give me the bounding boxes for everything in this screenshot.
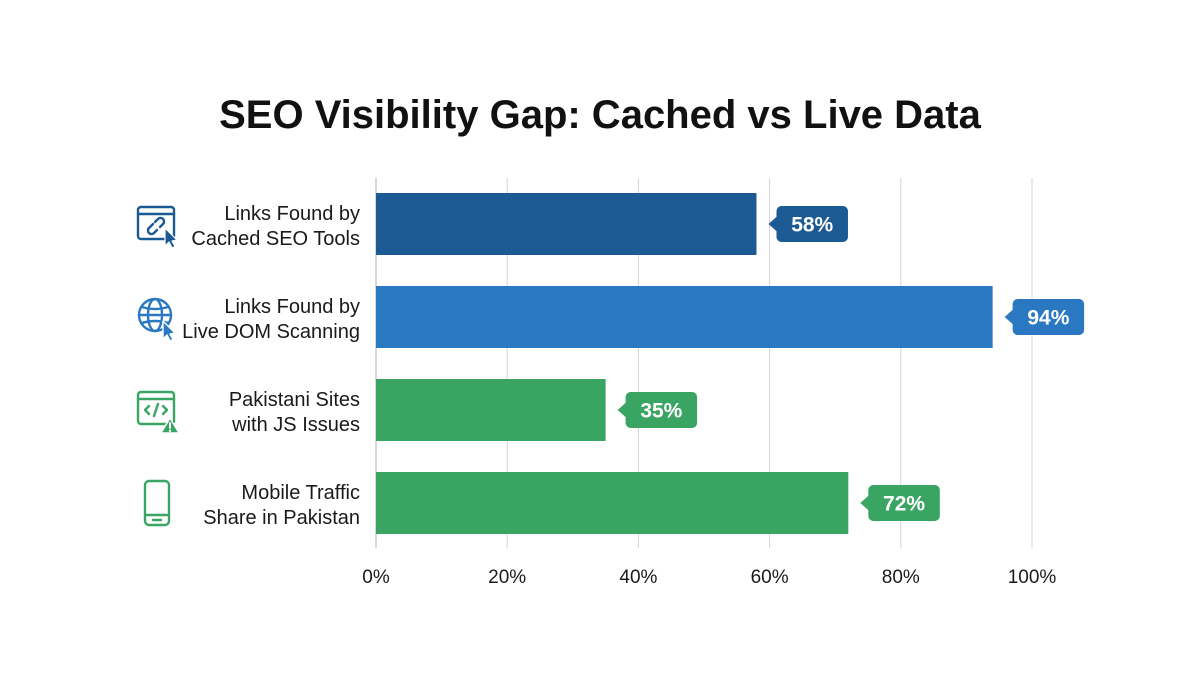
bars: 58% 94% 35% 72% [376,193,1085,534]
category-label-line2: Share in Pakistan [203,507,360,529]
category-labels: Links Found by Cached SEO Tools Links Foun… [182,203,360,529]
category-label-line1: Links Found by [224,203,360,225]
cursor-link-icon [136,205,178,249]
x-tick-label: 20% [488,567,526,588]
category-label-line2: Cached SEO Tools [191,228,360,250]
x-tick-label: 40% [619,567,657,588]
x-tick-label: 0% [362,567,390,588]
x-tick-label: 80% [882,567,920,588]
bar [376,379,606,441]
x-tick-label: 100% [1008,567,1057,588]
bar [376,286,993,348]
data-label-badge: 58% [768,206,848,242]
globe-cursor-icon [137,297,176,342]
data-label: 58% [791,214,833,237]
data-label: 72% [883,493,925,516]
code-warning-icon [136,390,180,434]
category-label-line2: Live DOM Scanning [182,321,360,343]
category-label-line1: Links Found by [224,296,360,318]
bar [376,472,849,534]
category-label-line1: Pakistani Sites [229,389,360,411]
bar [376,193,757,255]
x-axis-ticks: 0% 20% 40% 60% 80% 100% [362,567,1056,588]
data-label-badge: 94% [1004,299,1085,335]
data-label-badge: 72% [860,485,940,521]
category-icons [136,205,180,527]
category-label-line1: Mobile Traffic [241,482,360,504]
data-label: 94% [1027,307,1069,330]
data-label-badge: 35% [617,392,698,428]
chart-title: SEO Visibility Gap: Cached vs Live Data [219,93,982,137]
smartphone-icon [143,479,171,527]
x-tick-label: 60% [751,567,789,588]
data-label: 35% [640,400,682,423]
category-label-line2: with JS Issues [231,414,360,436]
